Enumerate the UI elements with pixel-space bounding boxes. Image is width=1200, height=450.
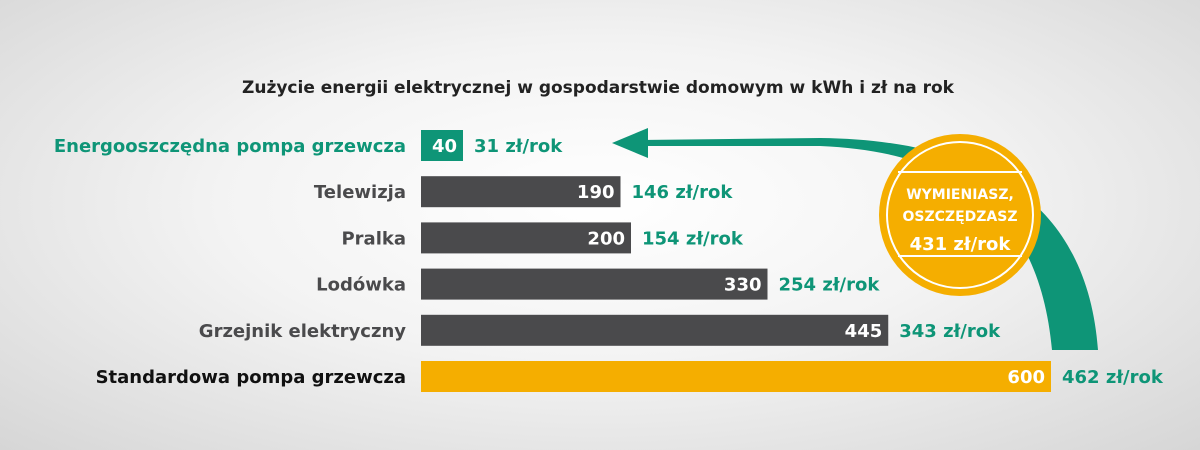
bar [421, 314, 889, 346]
bar-value-label: 190 [577, 182, 615, 203]
badge-text-line: 431 zł/rok [910, 234, 1012, 255]
category-label: Standardowa pompa grzewcza [96, 367, 406, 388]
category-label: Lodówka [316, 275, 406, 296]
category-label: Telewizja [314, 182, 406, 203]
badge-text-line: WYMIENIASZ, [906, 187, 1014, 203]
bars-layer: Energooszczędna pompa grzewcza 40 31 zł/ro… [54, 130, 1164, 392]
category-label: Pralka [341, 228, 406, 249]
category-label: Grzejnik elektryczny [199, 321, 406, 342]
cost-label: 343 zł/rok [899, 321, 1001, 342]
bar [421, 268, 768, 300]
bar [421, 361, 1051, 392]
cost-label: 31 zł/rok [474, 136, 563, 157]
chart-title: Zużycie energii elektrycznej w gospodars… [242, 78, 955, 98]
bar [421, 130, 463, 161]
badge-ring [886, 141, 1034, 289]
bar [421, 222, 631, 254]
bar-value-label: 40 [432, 136, 457, 157]
category-label: Energooszczędna pompa grzewcza [54, 136, 406, 157]
savings-badge: WYMIENIASZ, OSZCZĘDZASZ 431 zł/rok [879, 134, 1041, 296]
bar-value-label: 600 [1007, 367, 1045, 388]
cost-label: 462 zł/rok [1062, 367, 1164, 388]
badge-text-line: OSZCZĘDZASZ [903, 209, 1018, 225]
bar-value-label: 200 [587, 228, 625, 249]
cost-label: 254 zł/rok [779, 275, 881, 296]
bar [421, 176, 621, 208]
savings-arrow-head [612, 128, 648, 158]
cost-label: 154 zł/rok [642, 228, 744, 249]
bar-value-label: 330 [724, 275, 762, 296]
bar-value-label: 445 [845, 321, 883, 342]
cost-label: 146 zł/rok [632, 182, 734, 203]
